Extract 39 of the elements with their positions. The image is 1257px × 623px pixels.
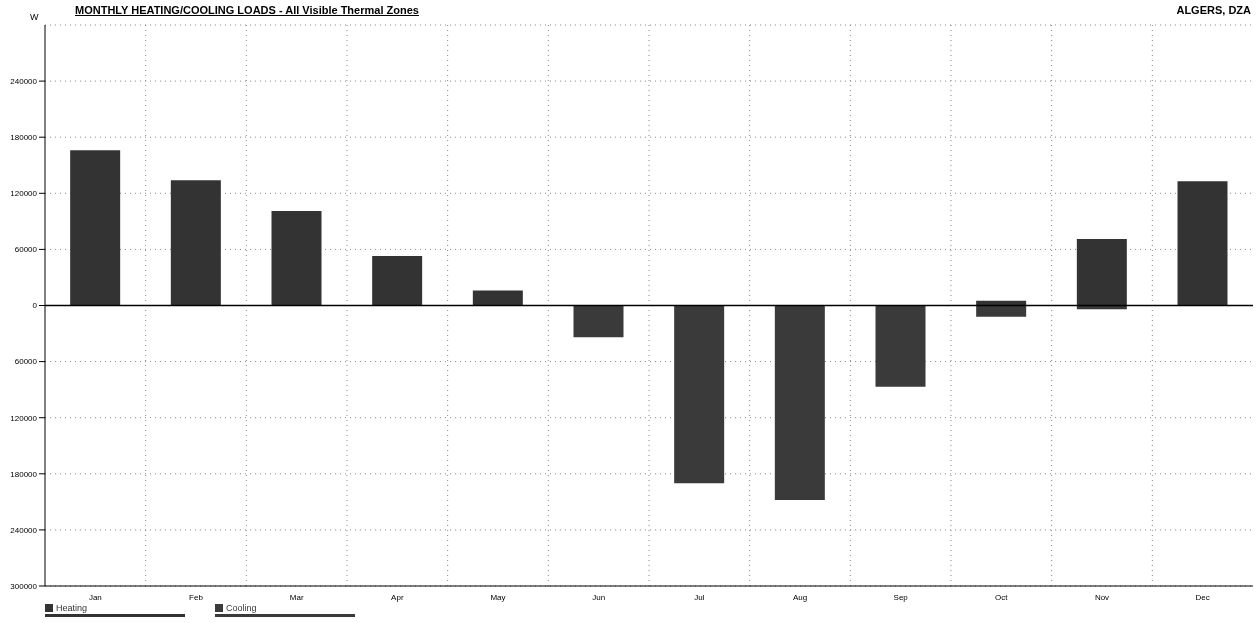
y-tick-label: 60000 <box>14 357 38 367</box>
bar <box>976 305 1027 317</box>
x-tick-label: Nov <box>1094 592 1110 602</box>
y-tick-label: 60000 <box>14 245 38 255</box>
x-tick-label: Dec <box>1195 592 1210 602</box>
bar <box>875 305 926 387</box>
chart-title: MONTHLY HEATING/COOLING LOADS - All Visible Thermal Zones <box>75 4 419 16</box>
x-tick-label: Jan <box>88 592 102 602</box>
bar <box>1076 239 1127 306</box>
bar <box>674 305 725 484</box>
chart-subtitle: ALGERS, DZA <box>1176 4 1251 16</box>
legend-label: Heating <box>56 603 88 613</box>
x-tick-label: Jul <box>694 592 705 602</box>
x-tick-label: Mar <box>289 592 304 602</box>
y-tick-label: 180000 <box>10 133 38 143</box>
legend-label: Cooling <box>226 603 257 613</box>
x-tick-label: Apr <box>391 592 404 602</box>
y-axis-title: W <box>30 12 39 22</box>
y-tick-label: 120000 <box>10 189 38 199</box>
bar <box>170 180 221 306</box>
x-tick-label: Sep <box>893 592 909 602</box>
bar <box>271 211 322 306</box>
y-tick-label: 120000 <box>10 413 38 423</box>
x-tick-label: May <box>490 592 506 602</box>
y-tick-label: 300000 <box>10 581 38 591</box>
bar <box>70 150 121 306</box>
y-tick-label: 180000 <box>10 469 38 479</box>
y-tick-label: 0 <box>32 301 38 311</box>
bar <box>774 305 825 500</box>
bar <box>573 305 624 338</box>
bar <box>472 290 523 306</box>
x-tick-label: Feb <box>189 592 204 602</box>
y-tick-label: 240000 <box>10 76 38 86</box>
x-tick-label: Aug <box>792 592 808 602</box>
x-tick-label: Jun <box>592 592 606 602</box>
y-tick-label: 240000 <box>10 525 38 535</box>
x-tick-label: Oct <box>995 592 1009 602</box>
bar <box>1177 181 1228 306</box>
bar <box>372 255 423 306</box>
